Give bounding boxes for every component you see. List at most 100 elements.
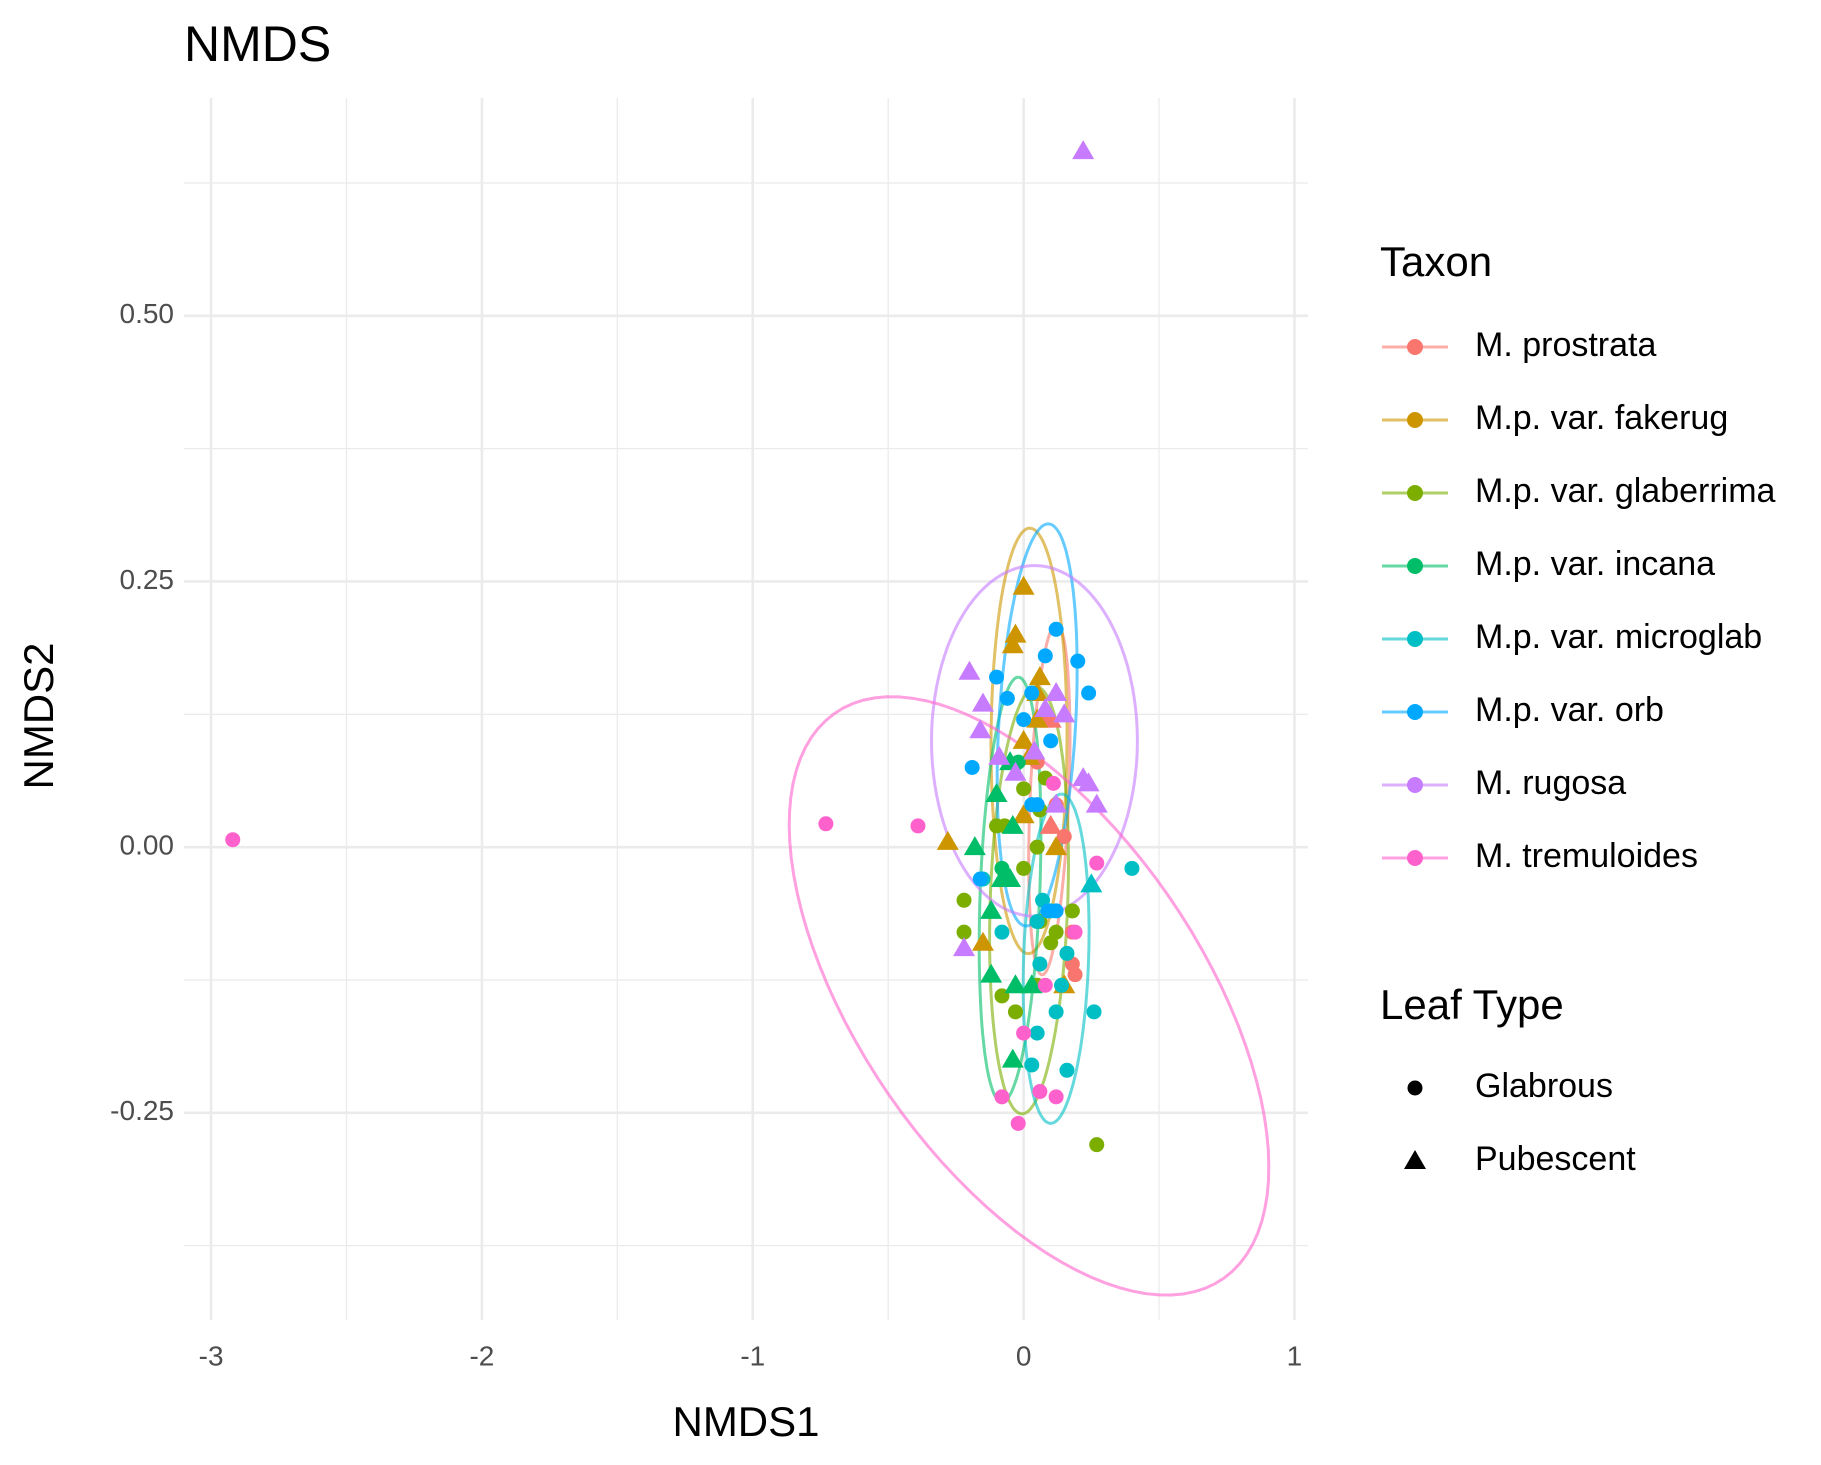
data-point [1067,924,1083,940]
data-point [818,816,834,832]
data-point [1007,1004,1023,1020]
legend-key-point [1407,850,1423,866]
data-point [1032,956,1048,972]
data-point [958,660,981,680]
data-point [1012,729,1035,749]
data-point [1089,855,1105,871]
confidence-ellipse [1021,792,1091,1125]
data-point [1124,860,1140,876]
data-point [999,868,1022,888]
data-point [225,832,241,848]
data-point [964,759,980,775]
data-point [1043,935,1059,951]
legend-key-point [1407,485,1423,501]
data-point [1004,761,1027,781]
legend-label: M.p. var. glaberrima [1475,472,1776,510]
shape-legend-title: Leaf Type [1380,981,1564,1028]
data-point [1086,1004,1102,1020]
data-point [980,899,1003,919]
y-axis-title: NMDS2 [15,642,62,789]
legend-key-point [1407,339,1423,355]
data-point [1024,1057,1040,1073]
data-point [1016,1025,1032,1041]
data-point [1028,666,1051,686]
chart-title: NMDS [184,16,331,72]
x-tick-label: -2 [469,1340,494,1371]
data-point [1001,634,1024,654]
data-point [1010,1115,1026,1131]
data-point [1026,708,1049,728]
data-point [1001,814,1024,834]
legend-key-point [1407,631,1423,647]
data-point [1048,1004,1064,1020]
data-point [1029,914,1045,930]
data-point [1053,703,1076,723]
legend-label: M. tremuloides [1475,837,1698,875]
data-point [1072,140,1095,160]
data-point [1037,648,1053,664]
data-point [1081,685,1097,701]
legend-key-point [1407,558,1423,574]
data-point [1023,740,1046,760]
legend-label: M. prostrata [1475,326,1656,364]
legend-key-shape [1404,1150,1426,1169]
data-point [953,937,976,957]
data-point [1037,977,1053,993]
data-point [1045,775,1061,791]
data-point [956,892,972,908]
legend-title: Taxon [1380,238,1492,285]
legend-label: Pubescent [1475,1140,1636,1178]
data-point [1012,804,1035,824]
data-point [985,783,1008,803]
data-point [1029,1025,1045,1041]
data-point [1059,1062,1075,1078]
data-point [971,692,994,712]
data-point [969,719,992,739]
legend-label: Glabrous [1475,1067,1613,1105]
data-point [980,963,1003,983]
x-tick-label: 1 [1287,1340,1303,1371]
x-axis-title: NMDS1 [672,1398,819,1445]
data-point [1077,772,1100,792]
data-point [1016,712,1032,728]
data-point [1039,814,1062,834]
data-point [1004,623,1027,643]
x-tick-label: 0 [1016,1340,1032,1371]
data-point [1004,974,1027,994]
data-point [1085,793,1108,813]
y-tick-label: 0.00 [120,830,175,861]
x-tick-label: -3 [199,1340,224,1371]
data-point [910,818,926,834]
data-point [1064,903,1080,919]
data-point [1048,1089,1064,1105]
data-point [1016,781,1032,797]
data-point [1070,653,1086,669]
data-point [988,745,1011,765]
data-point [989,669,1005,685]
data-point [1054,977,1070,993]
data-point [1048,621,1064,637]
data-point [994,924,1010,940]
data-point [999,690,1015,706]
data-point [1020,974,1043,994]
data-point [1032,1084,1048,1100]
data-point [1067,967,1083,983]
data-point [1045,793,1068,813]
legend-key-point [1407,777,1423,793]
data-point [1043,733,1059,749]
legend-label: M.p. var. microglab [1475,618,1762,656]
data-point [1016,860,1032,876]
legend-key-shape [1407,1080,1423,1096]
legend-label: M.p. var. fakerug [1475,399,1728,437]
y-tick-label: -0.25 [110,1095,174,1126]
data-point [956,924,972,940]
data-point [994,860,1010,876]
data-point [1034,698,1057,717]
data-point [994,1089,1010,1105]
data-point [1089,1137,1105,1153]
data-point [1024,685,1040,701]
legend-key-point [1407,704,1423,720]
data-point [1080,873,1103,893]
data-point [1045,836,1068,856]
